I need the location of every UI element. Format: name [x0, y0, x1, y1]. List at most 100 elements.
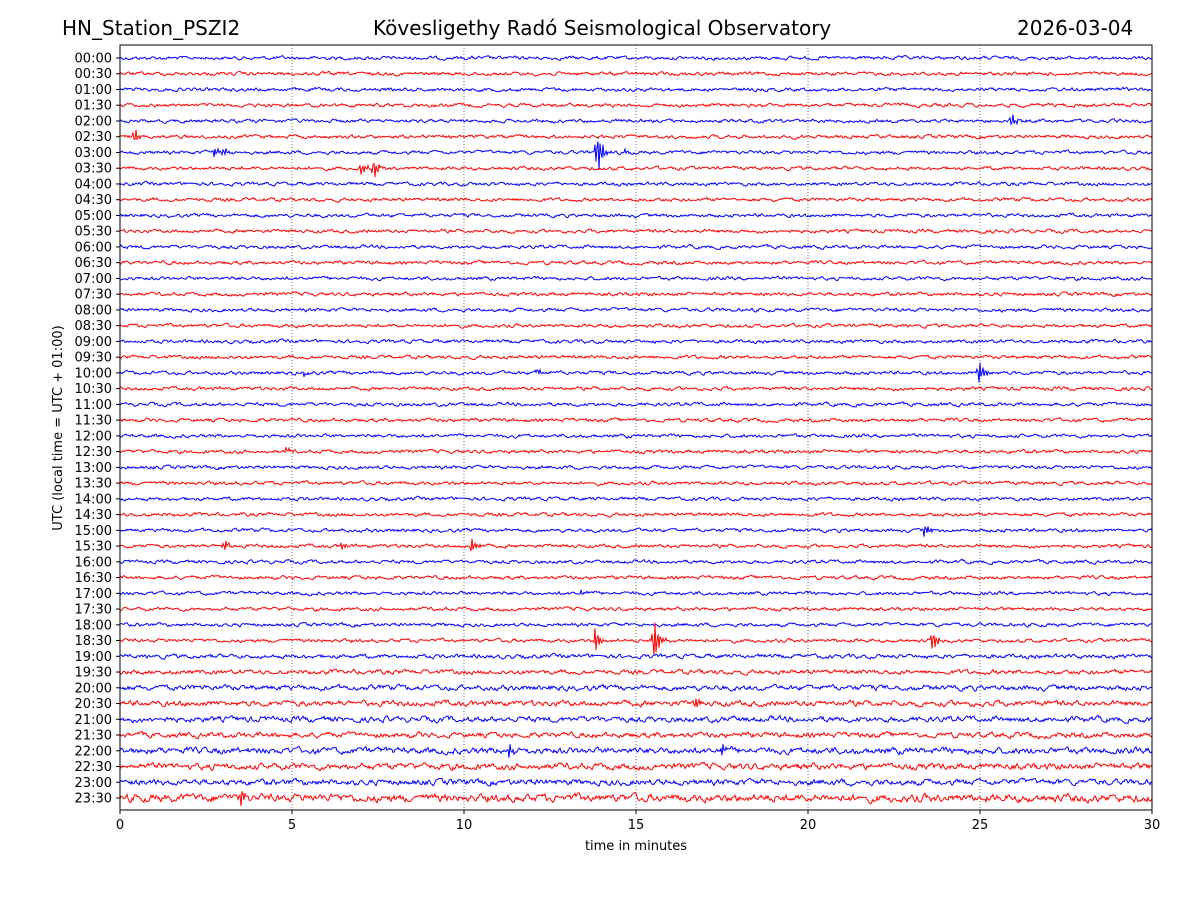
trace-1000 — [119, 362, 1153, 383]
y-tick-label: 01:00 — [75, 83, 112, 98]
trace-1500 — [119, 525, 1153, 537]
x-tick-label: 30 — [1144, 818, 1161, 833]
y-tick-label: 06:00 — [75, 240, 112, 255]
y-tick-label: 21:30 — [75, 729, 112, 744]
trace-0300 — [119, 141, 1153, 171]
y-tick-label: 23:00 — [75, 776, 112, 791]
station-title: HN_Station_PSZI2 — [62, 16, 241, 40]
y-tick-label: 19:00 — [75, 650, 112, 665]
y-tick-label: 11:00 — [75, 398, 112, 413]
trace-0530 — [119, 228, 1153, 235]
y-tick-label: 23:30 — [75, 792, 112, 807]
trace-2130 — [119, 730, 1153, 740]
trace-0000 — [119, 54, 1153, 62]
trace-0100 — [119, 86, 1152, 93]
trace-0930 — [119, 354, 1153, 360]
y-tick-label: 04:30 — [75, 193, 112, 208]
y-tick-label: 00:30 — [75, 67, 112, 82]
trace-1130 — [119, 417, 1153, 424]
trace-1900 — [119, 652, 1153, 661]
y-tick-label: 15:00 — [75, 524, 112, 539]
y-tick-label: 04:00 — [75, 177, 112, 192]
trace-0730 — [119, 291, 1153, 298]
trace-0030 — [119, 70, 1153, 77]
y-tick-label: 09:00 — [75, 335, 112, 350]
trace-1400 — [119, 495, 1153, 502]
y-tick-label: 17:00 — [75, 587, 112, 602]
trace-2330 — [119, 791, 1153, 807]
trace-0130 — [119, 102, 1153, 109]
y-tick-label: 09:30 — [75, 351, 112, 366]
y-tick-label: 15:30 — [75, 540, 112, 555]
y-tick-label: 10:30 — [75, 382, 112, 397]
y-tick-label: 16:30 — [75, 571, 112, 586]
trace-1300 — [120, 464, 1153, 471]
y-tick-label: 02:00 — [75, 114, 112, 129]
y-tick-label: 18:00 — [75, 618, 112, 633]
trace-0800 — [119, 306, 1153, 313]
y-tick-label: 02:30 — [75, 130, 112, 145]
trace-2200 — [119, 744, 1153, 758]
trace-0600 — [119, 243, 1153, 251]
trace-1600 — [119, 558, 1153, 566]
y-tick-label: 20:30 — [75, 697, 112, 712]
x-tick-label: 25 — [972, 818, 989, 833]
y-tick-label: 22:30 — [75, 760, 112, 775]
y-tick-label: 08:30 — [75, 319, 112, 334]
trace-0900 — [119, 338, 1153, 345]
y-tick-label: 22:00 — [75, 744, 112, 759]
y-tick-label: 08:00 — [75, 303, 112, 318]
trace-2000 — [119, 683, 1153, 692]
trace-0830 — [119, 322, 1153, 329]
plot-frame — [119, 44, 1153, 811]
y-tick-label: 17:30 — [75, 603, 112, 618]
y-tick-label: 19:30 — [75, 666, 112, 681]
y-tick-label: 18:30 — [75, 634, 112, 649]
y-tick-label: 12:30 — [75, 445, 112, 460]
trace-2030 — [119, 697, 1153, 708]
trace-0330 — [119, 162, 1153, 178]
trace-0500 — [119, 212, 1153, 219]
y-tick-label: 12:00 — [75, 429, 112, 444]
y-tick-label: 16:00 — [75, 555, 112, 570]
date-title: 2026-03-04 — [1017, 16, 1134, 40]
x-tick-label: 0 — [116, 818, 124, 833]
trace-0630 — [119, 259, 1153, 266]
y-tick-label: 10:00 — [75, 366, 112, 381]
y-tick-label: 07:00 — [75, 272, 112, 287]
trace-1230 — [119, 446, 1153, 455]
y-tick-label: 01:30 — [75, 99, 112, 114]
y-tick-label: 21:00 — [75, 713, 112, 728]
trace-2100 — [119, 714, 1153, 725]
y-tick-label: 11:30 — [75, 414, 112, 429]
trace-0430 — [119, 196, 1153, 203]
observatory-title: Kövesligethy Radó Seismological Observat… — [373, 16, 832, 40]
y-tick-label: 14:30 — [75, 508, 112, 523]
y-axis-label: UTC (local time = UTC + 01:00) — [51, 325, 66, 530]
x-tick-label: 20 — [800, 818, 817, 833]
trace-1430 — [119, 511, 1153, 518]
y-tick-label: 13:30 — [75, 477, 112, 492]
y-tick-label: 06:30 — [75, 256, 112, 271]
x-tick-label: 15 — [628, 818, 645, 833]
trace-1630 — [119, 574, 1153, 581]
x-tick-label: 10 — [456, 818, 473, 833]
trace-1730 — [119, 606, 1153, 613]
trace-1830 — [119, 622, 1153, 656]
y-tick-label: 03:30 — [75, 162, 112, 177]
y-tick-label: 07:30 — [75, 288, 112, 303]
trace-1030 — [119, 385, 1153, 392]
trace-1700 — [119, 589, 1153, 597]
trace-2300 — [119, 777, 1153, 788]
trace-1100 — [119, 401, 1153, 408]
y-tick-label: 05:00 — [75, 209, 112, 224]
y-tick-label: 05:30 — [75, 225, 112, 240]
trace-0230 — [119, 129, 1153, 140]
trace-1530 — [119, 538, 1153, 552]
trace-0400 — [119, 180, 1153, 188]
x-axis-label: time in minutes — [585, 839, 687, 854]
trace-1930 — [119, 668, 1153, 676]
y-tick-label: 03:00 — [75, 146, 112, 161]
